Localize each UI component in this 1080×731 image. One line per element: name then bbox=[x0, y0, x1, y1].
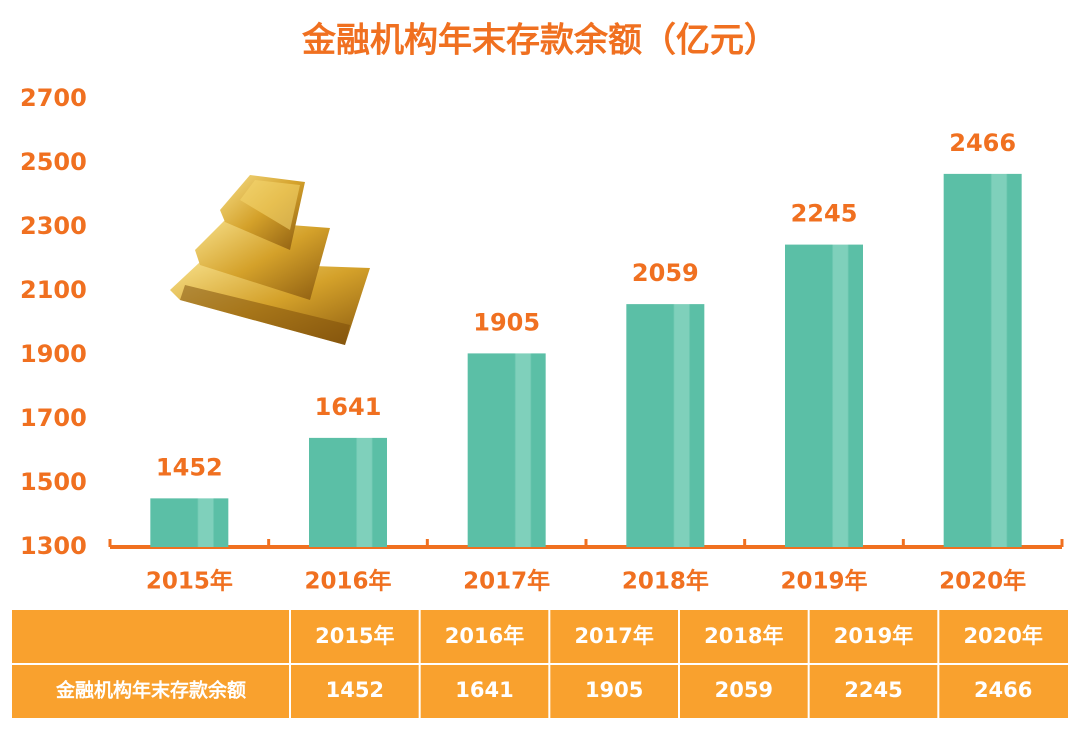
x-tick-label: 2017年 bbox=[463, 568, 550, 595]
value-label: 2466 bbox=[949, 129, 1016, 157]
y-tick-label: 2700 bbox=[20, 84, 87, 112]
data-table: 金融机构年末存款余额 2015年 1452 2016年 1641 2017年 1905 201… bbox=[12, 610, 1068, 718]
bar bbox=[309, 437, 387, 547]
bar bbox=[626, 304, 705, 547]
table-header-cell: 2015年 bbox=[315, 624, 394, 648]
y-tick-label: 2100 bbox=[20, 276, 87, 304]
table-value-cell: 1641 bbox=[455, 678, 513, 702]
chart-title: 金融机构年末存款余额（亿元） bbox=[301, 21, 778, 61]
x-tick-label: 2016年 bbox=[304, 568, 391, 595]
table-header-cell: 2018年 bbox=[704, 624, 783, 648]
gold-bars-illustration bbox=[170, 175, 370, 345]
bar bbox=[150, 498, 229, 547]
x-tick-label: 2018年 bbox=[622, 568, 709, 595]
y-tick-label: 2300 bbox=[20, 212, 87, 240]
y-tick-label: 1700 bbox=[20, 404, 87, 432]
table-value-cell: 2245 bbox=[844, 678, 902, 702]
bar bbox=[943, 173, 1022, 547]
table-header-cell: 2019年 bbox=[834, 624, 913, 648]
x-tick-label: 2019年 bbox=[780, 568, 867, 595]
table-value-cell: 1905 bbox=[585, 678, 643, 702]
x-tick-label: 2015年 bbox=[146, 568, 233, 595]
table-row-label: 金融机构年末存款余额 bbox=[55, 679, 246, 702]
table-header-cell: 2017年 bbox=[574, 624, 653, 648]
x-tick-label: 2020年 bbox=[939, 568, 1026, 595]
y-tick-label: 1900 bbox=[20, 340, 87, 368]
table-value-cell: 1452 bbox=[326, 678, 384, 702]
value-label: 1641 bbox=[315, 393, 382, 421]
table-value-cell: 2466 bbox=[974, 678, 1032, 702]
table-header-cell: 2016年 bbox=[445, 624, 524, 648]
bar bbox=[467, 353, 546, 547]
value-label: 1452 bbox=[156, 453, 223, 481]
y-tick-label: 1300 bbox=[20, 532, 87, 560]
table-value-cell: 2059 bbox=[715, 678, 773, 702]
y-tick-label: 1500 bbox=[20, 468, 87, 496]
value-label: 2059 bbox=[632, 259, 699, 287]
bar bbox=[785, 244, 863, 547]
y-tick-label: 2500 bbox=[20, 148, 87, 176]
value-label: 2245 bbox=[791, 200, 858, 228]
value-label: 1905 bbox=[473, 308, 540, 336]
table-header-cell: 2020年 bbox=[963, 624, 1042, 648]
